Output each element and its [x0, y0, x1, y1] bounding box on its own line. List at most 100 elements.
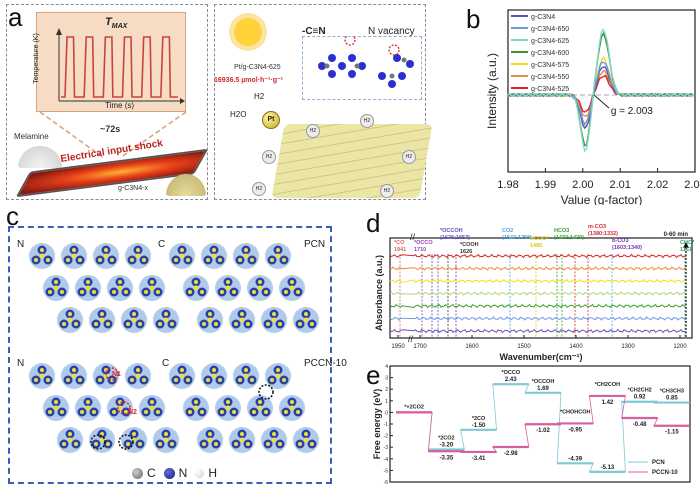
- pt-label: Pt: [267, 116, 275, 123]
- charge-lobe: [264, 410, 268, 414]
- charge-lobe: [240, 432, 244, 436]
- charge-lobe: [220, 410, 224, 414]
- lattice-bottom-left-label: N: [17, 358, 25, 369]
- charge-lobe: [284, 410, 288, 414]
- charge-lobe: [72, 248, 76, 252]
- y-tick-label: 3: [385, 376, 388, 382]
- band-value: 1941: [394, 247, 406, 253]
- charge-lobe: [158, 442, 162, 446]
- charge-lobe: [200, 410, 204, 414]
- step-label: *2CO2: [438, 436, 455, 442]
- energy-value: -0.95: [568, 427, 582, 433]
- panel-a-left-frame: [6, 4, 208, 200]
- charge-lobe: [164, 432, 168, 436]
- band-value: (1676;1653): [440, 235, 470, 241]
- plot-frame: [507, 9, 696, 173]
- charge-lobe: [296, 410, 300, 414]
- x-tick-label: 1300: [621, 344, 635, 350]
- charge-lobe: [218, 258, 222, 262]
- charge-lobe: [163, 317, 169, 323]
- zoom-guide-lines: [39, 111, 187, 159]
- charge-lobe: [206, 378, 210, 382]
- lattice-sheet: [29, 363, 179, 453]
- site-n1-label: N1: [112, 371, 121, 378]
- charge-lobe: [202, 322, 206, 326]
- spectrum-line: [389, 328, 686, 334]
- charge-lobe: [275, 373, 281, 379]
- charge-lobe: [232, 290, 236, 294]
- inset-title-main: T: [105, 16, 112, 28]
- energy-value: -4.39: [568, 456, 582, 462]
- step-label: *OCCOH: [532, 379, 555, 385]
- charge-lobe: [239, 317, 245, 323]
- energy-value: 0.92: [634, 395, 646, 401]
- charge-lobe: [62, 442, 66, 446]
- site-n1-marker: [105, 367, 119, 381]
- charge-density-lattice: [29, 243, 319, 453]
- x-tick-label: 2.03: [684, 179, 700, 191]
- x-tick-label: 1950: [391, 344, 405, 350]
- charge-lobe: [71, 253, 77, 259]
- charge-lobe: [72, 368, 76, 372]
- y-axis-label: Intensity (a.u.): [485, 53, 499, 129]
- charge-lobe: [135, 253, 141, 259]
- charge-lobe: [126, 322, 130, 326]
- charge-lobe: [271, 317, 277, 323]
- y-tick-label: -3: [384, 445, 389, 451]
- y-axis-label: Free energy (eV): [372, 389, 382, 460]
- band-label: CO2: [502, 228, 513, 234]
- y-tick-label: -5: [384, 468, 389, 474]
- legend-label: PCCN-10: [652, 470, 678, 476]
- energy-value: 0.85: [666, 396, 678, 402]
- charge-lobe: [304, 432, 308, 436]
- time-arrow-head: [683, 242, 689, 248]
- charge-lobe: [112, 410, 116, 414]
- charge-lobe: [194, 400, 198, 404]
- axis-break: //: [410, 232, 416, 242]
- charge-lobe: [104, 248, 108, 252]
- charge-lobe: [207, 437, 213, 443]
- charge-lobe: [278, 442, 282, 446]
- lattice-top-left-label: N: [17, 239, 25, 250]
- charge-lobe: [53, 285, 59, 291]
- charge-lobe: [48, 290, 52, 294]
- charge-lobe: [193, 285, 199, 291]
- charge-lobe: [62, 322, 66, 326]
- band-label: HCOO*: [530, 236, 550, 242]
- y-tick-label: -6: [384, 480, 389, 486]
- charge-lobe: [164, 312, 168, 316]
- charge-lobe: [244, 248, 248, 252]
- carbon-atom-icon: [132, 467, 143, 479]
- charge-lobe: [40, 368, 44, 372]
- charge-lobe: [99, 317, 105, 323]
- charge-lobe: [150, 400, 154, 404]
- inset-xlabel: Time (s): [105, 101, 135, 110]
- lattice-sheet: [29, 243, 179, 333]
- charge-lobe: [226, 280, 230, 284]
- temperature-pulse-plot: [56, 28, 185, 104]
- step-label: *+2CO2: [404, 404, 424, 410]
- charge-lobe: [225, 405, 231, 411]
- site-n2-marker: [117, 401, 131, 415]
- band-value: 1485: [530, 243, 542, 249]
- spectrum-line: [389, 266, 686, 271]
- charge-lobe: [124, 290, 128, 294]
- molecule-structure: [318, 36, 414, 88]
- charge-lobe: [106, 322, 110, 326]
- charge-lobe: [290, 400, 294, 404]
- charge-lobe: [142, 378, 146, 382]
- charge-lobe: [60, 290, 64, 294]
- legend-label: g-C3N4-600: [531, 50, 569, 57]
- charge-lobe: [271, 437, 277, 443]
- y-tick-label: 1: [385, 399, 388, 405]
- x-tick-label: 1200: [673, 344, 687, 350]
- charge-lobe: [246, 322, 250, 326]
- hydrogen-legend-label: H: [208, 466, 218, 480]
- charge-lobe: [144, 410, 148, 414]
- melamine-pile: [18, 146, 62, 168]
- energy-value: -0.48: [633, 422, 647, 428]
- lattice-bottom-mid-label: C: [162, 358, 170, 369]
- energy-value: -1.50: [472, 423, 486, 429]
- x-tick-label: 1700: [413, 344, 427, 350]
- charge-lobe: [179, 373, 185, 379]
